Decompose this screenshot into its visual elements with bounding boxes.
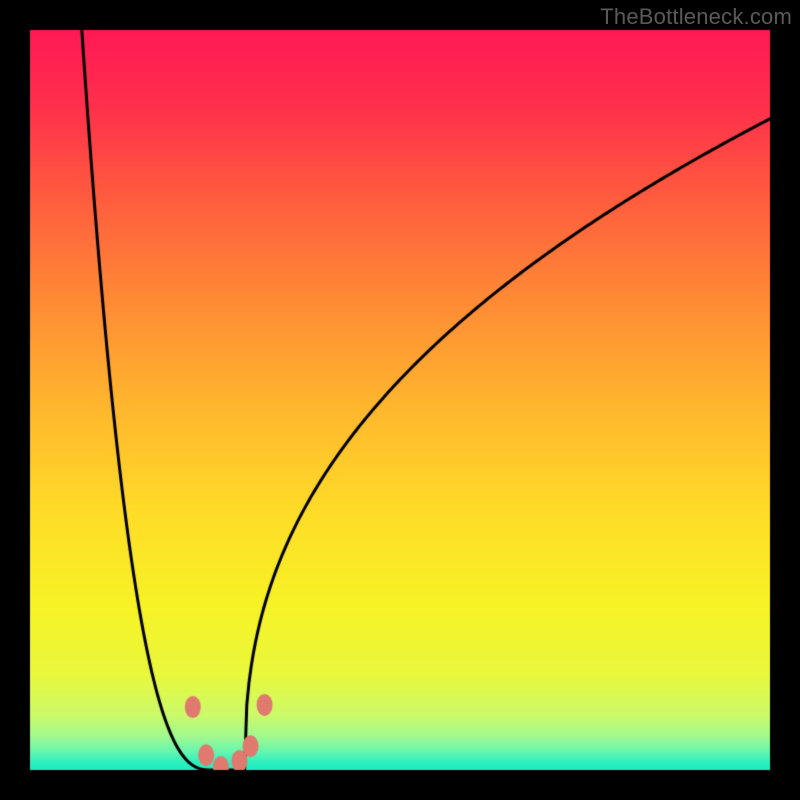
site-watermark: TheBottleneck.com xyxy=(600,4,792,30)
bottleneck-curve-chart xyxy=(0,0,800,800)
